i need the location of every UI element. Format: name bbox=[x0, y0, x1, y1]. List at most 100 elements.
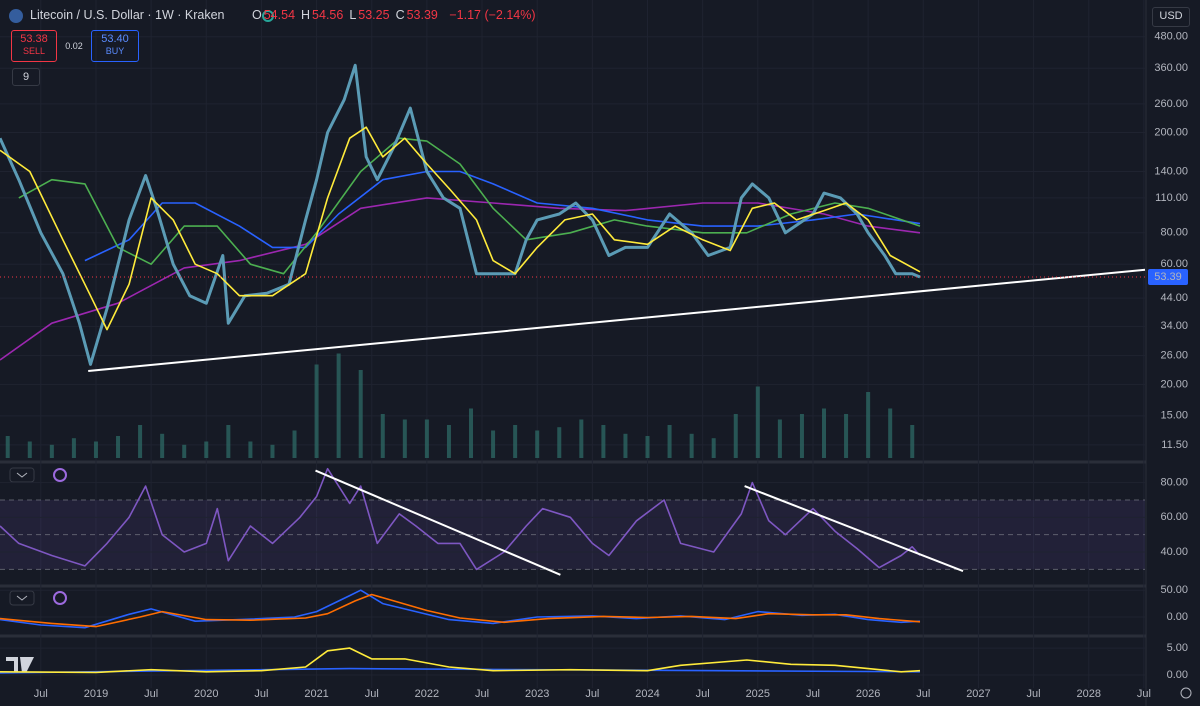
x-tick-label: 2021 bbox=[304, 688, 328, 700]
status-icon bbox=[262, 10, 274, 22]
volume-bar bbox=[138, 425, 143, 458]
last-price-label: 53.39 bbox=[1154, 271, 1182, 283]
ohlc-value: 53.25 bbox=[358, 8, 390, 22]
currency-selector[interactable]: USD bbox=[1152, 7, 1190, 27]
collapse-button[interactable] bbox=[9, 467, 35, 483]
volume-bar bbox=[733, 414, 738, 458]
y-tick-label: 480.00 bbox=[1154, 31, 1188, 43]
y-tick-label: 50.00 bbox=[1160, 584, 1188, 596]
volume-bar bbox=[292, 430, 297, 458]
volume-bar bbox=[446, 425, 451, 458]
x-tick-label: Jul bbox=[806, 688, 820, 700]
volume-bar bbox=[601, 425, 606, 458]
collapse-button[interactable] bbox=[9, 590, 35, 606]
volume-bar bbox=[623, 433, 628, 458]
x-tick-label: 2023 bbox=[525, 688, 549, 700]
volume-bar bbox=[5, 436, 10, 458]
x-tick-label: Jul bbox=[1027, 688, 1041, 700]
volume-bar bbox=[799, 414, 804, 458]
ohlc-key: L bbox=[349, 8, 357, 22]
volume-bar bbox=[248, 441, 253, 458]
series-line bbox=[0, 126, 921, 331]
sell-label: SELL bbox=[22, 46, 46, 56]
volume-bar bbox=[866, 392, 871, 458]
last-price-box bbox=[1148, 268, 1188, 285]
y-tick-label: 360.00 bbox=[1154, 62, 1188, 74]
volume-bar bbox=[822, 408, 827, 458]
y-tick-label: 40.00 bbox=[1160, 546, 1188, 558]
buy-button[interactable]: 53.40 BUY bbox=[91, 30, 139, 62]
volume-bar bbox=[49, 444, 54, 458]
x-tick-label: Jul bbox=[34, 688, 48, 700]
volume-bar bbox=[226, 425, 231, 458]
volume-bar bbox=[689, 433, 694, 458]
x-tick-label: 2028 bbox=[1077, 688, 1101, 700]
volume-bar bbox=[513, 425, 518, 458]
volume-bar bbox=[93, 441, 98, 458]
y-tick-label: 110.00 bbox=[1155, 192, 1188, 204]
series-line bbox=[0, 63, 921, 366]
volume-bar bbox=[777, 419, 782, 458]
ohlc-value: 54.54 bbox=[263, 8, 296, 22]
volume-bar bbox=[380, 414, 385, 458]
y-tick-label: 60.00 bbox=[1160, 511, 1188, 523]
volume-bar bbox=[491, 430, 496, 458]
volume-bar bbox=[888, 408, 893, 458]
buy-price: 53.40 bbox=[101, 33, 129, 45]
header: Litecoin / U.S. Dollar · 1W · Kraken O 54… bbox=[30, 8, 542, 22]
y-tick-label: 0.00 bbox=[1167, 611, 1188, 623]
ohlc: O 54.54 H 54.56 L 53.25 C 53.39 bbox=[252, 8, 444, 22]
y-tick-label: 26.00 bbox=[1160, 350, 1188, 362]
ohlc-key: H bbox=[301, 8, 311, 22]
x-tick-label: 2025 bbox=[746, 688, 770, 700]
y-tick-label: 140.00 bbox=[1154, 165, 1188, 177]
volume-bar bbox=[402, 419, 407, 458]
spread: 0.02 bbox=[65, 41, 83, 51]
chevron-icon bbox=[16, 595, 28, 601]
settings-icon[interactable] bbox=[1180, 687, 1192, 699]
volume-bar bbox=[182, 444, 187, 458]
volume-bar bbox=[424, 419, 429, 458]
ohlc-key: C bbox=[395, 8, 405, 22]
sell-button[interactable]: 53.38 SELL bbox=[11, 30, 57, 62]
volume-bar bbox=[204, 441, 209, 458]
series-line bbox=[0, 467, 921, 571]
volume-bar bbox=[270, 444, 275, 458]
y-tick-label: 260.00 bbox=[1154, 98, 1188, 110]
indicator-icon[interactable] bbox=[53, 591, 67, 605]
trendline bbox=[315, 469, 561, 576]
coin-logo bbox=[9, 9, 23, 23]
y-tick-label: 5.00 bbox=[1167, 642, 1188, 654]
x-tick-label: Jul bbox=[585, 688, 599, 700]
x-tick-label: Jul bbox=[696, 688, 710, 700]
x-tick-label: 2022 bbox=[415, 688, 439, 700]
x-tick-label: 2024 bbox=[635, 688, 659, 700]
indicators-toggle[interactable]: 9 bbox=[12, 68, 40, 86]
x-tick-label: Jul bbox=[254, 688, 268, 700]
volume-bar bbox=[579, 419, 584, 458]
y-tick-label: 80.00 bbox=[1160, 227, 1188, 239]
trendline bbox=[88, 268, 1146, 372]
x-tick-label: Jul bbox=[475, 688, 489, 700]
tradingview-logo bbox=[6, 657, 34, 673]
y-tick-label: 200.00 bbox=[1154, 126, 1188, 138]
y-tick-label: 20.00 bbox=[1160, 378, 1188, 390]
x-tick-label: 2020 bbox=[194, 688, 218, 700]
x-tick-label: Jul bbox=[916, 688, 930, 700]
volume-bar bbox=[71, 438, 76, 458]
y-tick-label: 34.00 bbox=[1160, 320, 1188, 332]
chevron-icon bbox=[16, 472, 28, 478]
y-tick-label: 0.00 bbox=[1167, 669, 1188, 681]
volume-bar bbox=[160, 433, 165, 458]
x-tick-label: 2019 bbox=[84, 688, 108, 700]
volume-bar bbox=[314, 364, 319, 458]
indicator-icon[interactable] bbox=[53, 468, 67, 482]
volume-bar bbox=[711, 438, 716, 458]
y-tick-label: 15.00 bbox=[1160, 410, 1188, 422]
series-line bbox=[84, 170, 921, 262]
volume-bar bbox=[27, 441, 32, 458]
volume-bar bbox=[358, 370, 363, 458]
buy-label: BUY bbox=[105, 46, 125, 56]
